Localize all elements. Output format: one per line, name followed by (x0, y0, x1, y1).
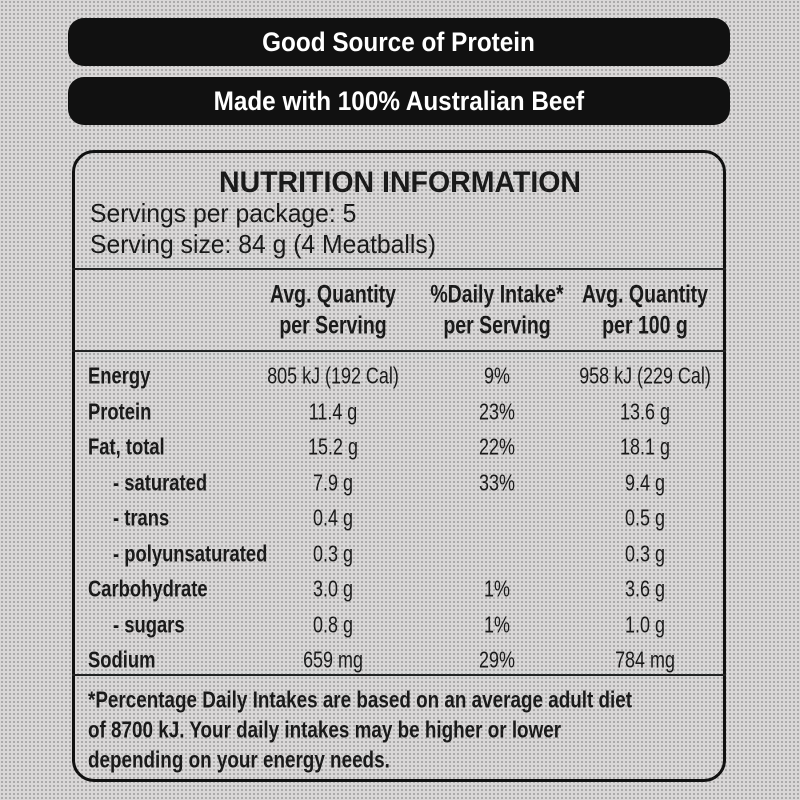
row-label: Carbohydrate (88, 575, 208, 602)
cell-value: 23% (479, 398, 515, 424)
row-label: - sugars (113, 611, 185, 637)
cell-value: 0.5 g (625, 504, 665, 531)
cell-value: 659 mg (303, 646, 363, 673)
cell-value: 784 mg (615, 646, 675, 673)
row-label: Energy (88, 362, 151, 389)
cell-value: 9% (484, 362, 510, 389)
cell-value: 29% (479, 646, 515, 673)
divider (72, 350, 726, 352)
divider (72, 268, 726, 270)
cell-value: 1.0 g (625, 611, 665, 637)
cell-value: 3.6 g (625, 575, 665, 602)
banner: Made with 100% Australian Beef (68, 77, 730, 125)
row-label: - trans (113, 504, 170, 531)
cell-value: 11.4 g (308, 398, 358, 424)
footnote-line: *Percentage Daily Intakes are based on a… (88, 686, 633, 713)
divider (72, 674, 726, 676)
footnote-line: of 8700 kJ. Your daily intakes may be hi… (88, 716, 562, 743)
cell-value: 13.6 g (620, 398, 670, 424)
panel-title: NUTRITION INFORMATION (218, 166, 582, 199)
cell-value: 805 kJ (192 Cal) (267, 362, 399, 389)
row-label: - saturated (113, 469, 208, 495)
column-header: %Daily Intake* (430, 280, 564, 309)
cell-value: 0.3 g (625, 540, 665, 566)
cell-value: 958 kJ (229 Cal) (579, 362, 711, 389)
column-header: per Serving (279, 311, 387, 340)
cell-value: 1% (484, 611, 510, 637)
row-label: - polyunsaturated (113, 540, 268, 566)
servings-line: Serving size: 84 g (4 Meatballs) (90, 229, 436, 259)
cell-value: 1% (484, 575, 510, 602)
column-header: Avg. Quantity (581, 280, 709, 309)
banner: Good Source of Protein (68, 18, 730, 66)
row-label: Fat, total (88, 433, 165, 460)
cell-value: 33% (479, 469, 515, 495)
cell-value: 15.2 g (308, 433, 358, 460)
servings-line: Servings per package: 5 (90, 198, 357, 228)
cell-value: 18.1 g (620, 433, 670, 460)
cell-value: 9.4 g (625, 469, 665, 495)
nutrition-panel (72, 150, 726, 782)
cell-value: 3.0 g (313, 575, 353, 602)
cell-value: 0.3 g (313, 540, 353, 566)
cell-value: 0.4 g (313, 504, 353, 531)
row-label: Protein (88, 398, 152, 424)
column-header: per 100 g (602, 311, 688, 340)
banner-text: Good Source of Protein (262, 26, 536, 57)
column-header: per Serving (443, 311, 551, 340)
cell-value: 22% (479, 433, 515, 460)
footnote-line: depending on your energy needs. (88, 746, 390, 773)
column-header: Avg. Quantity (269, 280, 397, 309)
cell-value: 0.8 g (313, 611, 353, 637)
cell-value: 7.9 g (313, 469, 353, 495)
banner-text: Made with 100% Australian Beef (213, 85, 585, 116)
row-label: Sodium (88, 646, 156, 673)
